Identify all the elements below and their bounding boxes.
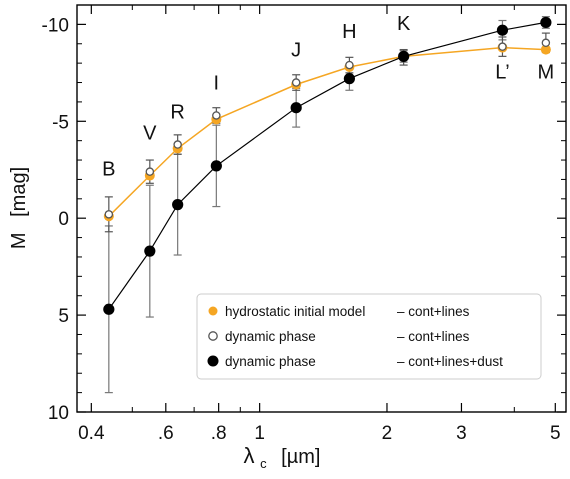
hydrostatic-point <box>540 44 551 55</box>
legend-desc-hydrostatic: – cont+lines <box>397 304 470 319</box>
legend-desc-dynamic-dust: – cont+lines+dust <box>397 354 503 369</box>
x-tick-label: .8 <box>211 423 227 444</box>
band-label-5: H <box>342 21 356 43</box>
legend-label-hydrostatic: hydrostatic initial model <box>225 304 365 319</box>
dynamic-dust-point <box>343 73 355 85</box>
x-axis-label: λ <box>244 443 255 468</box>
y-axis-label: M <box>8 232 30 249</box>
band-label-7: L’ <box>495 62 509 84</box>
x-axis-unit: [µm] <box>281 446 320 468</box>
legend-desc-dynamic: – cont+lines <box>397 329 470 344</box>
y-axis-unit: [mag] <box>8 167 30 217</box>
band-label-4: J <box>291 39 301 61</box>
dynamic-dust-point <box>144 245 156 257</box>
x-tick-label: 5 <box>550 423 561 444</box>
x-tick-label: 1 <box>254 423 265 444</box>
y-tick-label: 5 <box>58 306 69 327</box>
legend-marker-dynamic-dust <box>207 355 219 367</box>
dynamic-dust-point <box>540 16 552 29</box>
dynamic-point <box>104 210 114 219</box>
legend-label-dynamic-dust: dynamic phase <box>225 354 316 369</box>
dynamic-dust-line <box>108 21 547 310</box>
legend-marker-hydrostatic <box>208 306 218 316</box>
band-label-6: K <box>397 13 411 35</box>
x-axis-title: λ c [µm] <box>244 443 321 473</box>
dynamic-dust-point <box>290 102 302 114</box>
y-axis-title: M [mag] <box>8 167 30 249</box>
legend: hydrostatic initial model – cont+lines d… <box>196 293 542 380</box>
dynamic-point <box>345 60 354 70</box>
dynamic-point <box>291 78 301 87</box>
band-label-3: I <box>214 72 220 94</box>
dynamic-point <box>173 140 182 149</box>
x-tick-label: 2 <box>382 423 393 444</box>
legend-box <box>196 293 542 380</box>
band-labels: B VR I J H K L’ M <box>102 13 554 180</box>
dynamic-point <box>145 167 155 176</box>
y-tick-label: 10 <box>48 403 69 424</box>
x-tick-label: 0.4 <box>78 423 105 444</box>
band-label-0: B <box>102 159 115 181</box>
dynamic-point <box>541 38 551 48</box>
hydrostatic-model-line <box>108 46 546 217</box>
band-label-1: V <box>143 123 157 145</box>
plot-frame <box>76 4 567 413</box>
x-axis-subscript: c <box>260 456 267 471</box>
y-tick-label: -10 <box>42 15 69 36</box>
legend-label-dynamic: dynamic phase <box>225 329 316 344</box>
data-series <box>103 16 552 394</box>
dynamic-dust-point <box>172 199 184 211</box>
axes-ticks: 0.4 .6 .8 1 2 3 5 -10 -5 0 5 10 <box>42 4 566 444</box>
dynamic-dust-point <box>210 160 222 172</box>
dynamic-dust-point <box>103 303 115 315</box>
x-tick-label: 3 <box>456 423 467 444</box>
x-tick-label: .6 <box>158 423 174 444</box>
band-label-2: R <box>170 101 184 123</box>
y-tick-label: -5 <box>52 112 69 133</box>
dynamic-dust-point <box>496 24 509 36</box>
dynamic-point <box>212 111 221 120</box>
y-tick-label: 0 <box>58 209 69 230</box>
dynamic-dust-point <box>398 50 410 62</box>
dynamic-point <box>498 42 507 51</box>
legend-marker-dynamic-open <box>208 331 218 341</box>
band-label-8: M <box>538 62 555 84</box>
